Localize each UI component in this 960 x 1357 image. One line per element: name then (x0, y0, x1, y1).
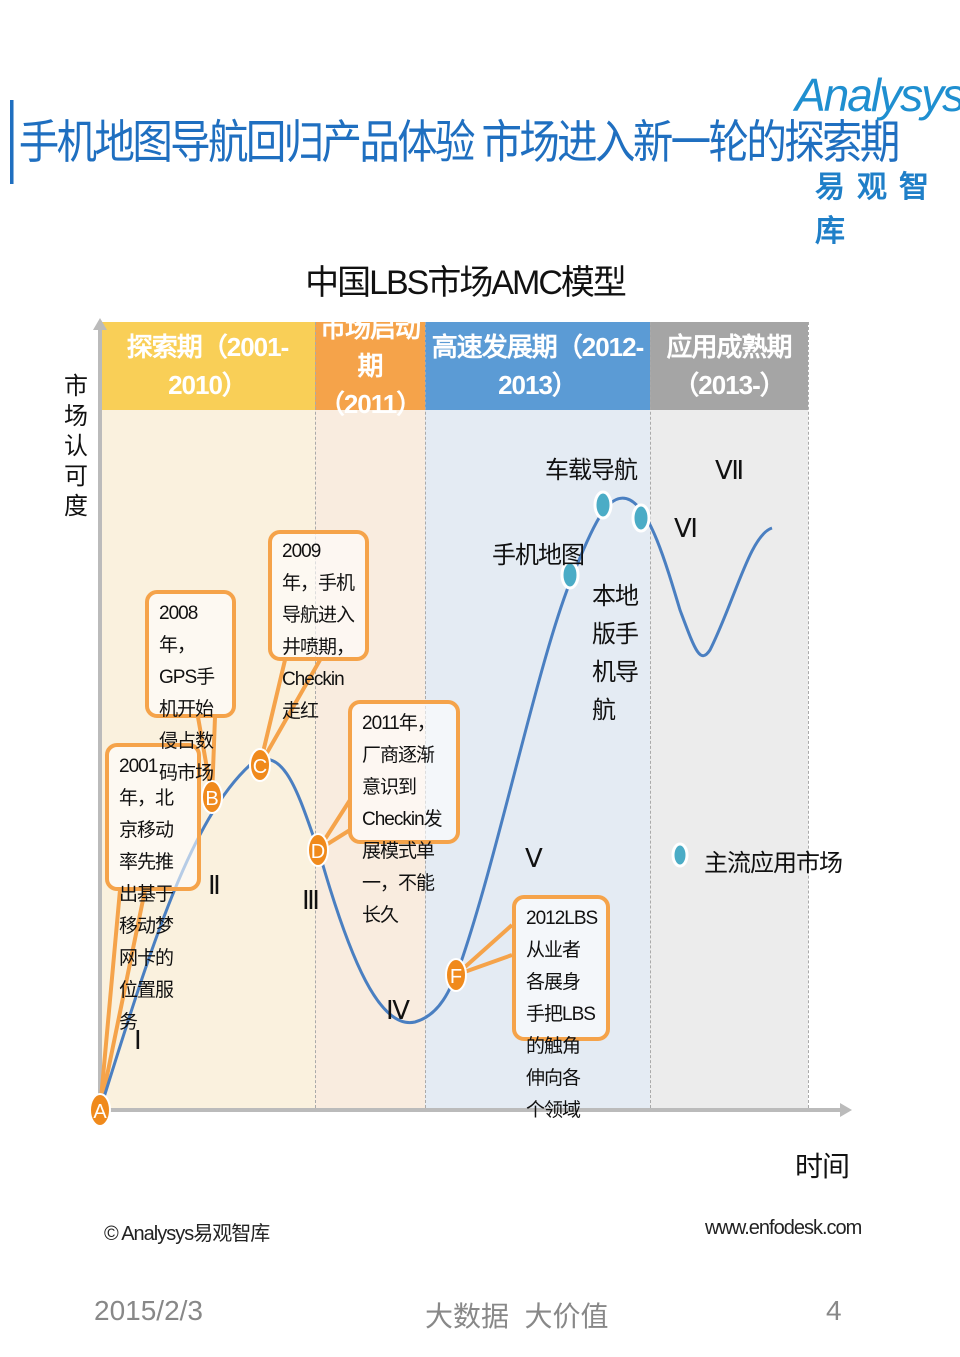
x-axis-label: 时间 (795, 1151, 850, 1182)
website: www.enfodesk.com (705, 1217, 862, 1239)
stage-1: Ⅰ (134, 1025, 142, 1055)
stage-points (89, 748, 467, 1127)
point-f: F (450, 966, 462, 988)
callout-2001: 2001年，北京移动率先推出基于移动梦网卡的位置服务 (105, 743, 201, 1033)
divider (650, 322, 651, 1108)
callout-2009: 2009年，手机导航进入井喷期，Checkin走红 (268, 530, 369, 722)
x-axis-arrow (840, 1103, 852, 1117)
callout-2008: 2008年，GPS手机开始侵占数码市场 (145, 590, 236, 784)
phase-header-exploration: 探索期（2001-2010） (100, 322, 315, 410)
logo: Analysys (795, 69, 960, 121)
stage-2: Ⅱ (208, 870, 221, 900)
slogan: 大数据 大价值 (425, 1301, 609, 1332)
callout-2012: 2012LBS从业者各展身手把LBS的触角伸向各个领域 (512, 895, 610, 1121)
stage-4: Ⅳ (386, 995, 410, 1025)
point-d: D (311, 841, 325, 863)
dot-mobile-map (560, 560, 580, 590)
point-c: C (253, 756, 267, 778)
phase-header-mature: 应用成熟期（2013-） (650, 322, 808, 410)
dot-local-nav (631, 503, 651, 533)
point-a: A (93, 1101, 107, 1123)
divider (808, 322, 809, 1108)
page-number: 4 (826, 1295, 842, 1326)
legend-label: 主流应用市场 (704, 850, 843, 877)
y-axis-arrow (93, 318, 107, 330)
slide-title: 手机地图导航回归产品体验 市场进入新一轮的探索期 (10, 100, 900, 184)
phase-header-launch: 市场启动期（2011） (315, 313, 425, 419)
stage-6: Ⅵ (674, 513, 698, 543)
chart-title: 中国LBS市场AMC模型 (305, 264, 627, 302)
stage-5: Ⅴ (525, 843, 543, 873)
y-axis-label: 市场认可度 (64, 373, 88, 520)
stage-7: Ⅶ (715, 455, 745, 485)
point-b: B (205, 788, 218, 810)
legend-dot (671, 842, 689, 868)
market-dots (560, 490, 689, 868)
phase-body-4 (650, 410, 808, 1108)
copyright: © Analysys易观智库 (104, 1223, 270, 1245)
label-car-nav: 车载导航 (545, 457, 638, 484)
date: 2015/2/3 (94, 1295, 203, 1326)
dot-car-nav (593, 490, 613, 520)
stage-3: Ⅲ (302, 885, 320, 915)
label-mobile-map: 手机地图 (492, 542, 585, 569)
callout-2011: 2011年，厂商逐渐意识到Checkin发展模式单一，不能长久 (348, 700, 460, 926)
phase-header-growth: 高速发展期（2012-2013） (425, 322, 650, 410)
logo-subtitle: 易观智库 (815, 171, 941, 248)
divider (315, 322, 316, 1108)
label-local-nav: 本地版手机导航 (592, 583, 639, 724)
